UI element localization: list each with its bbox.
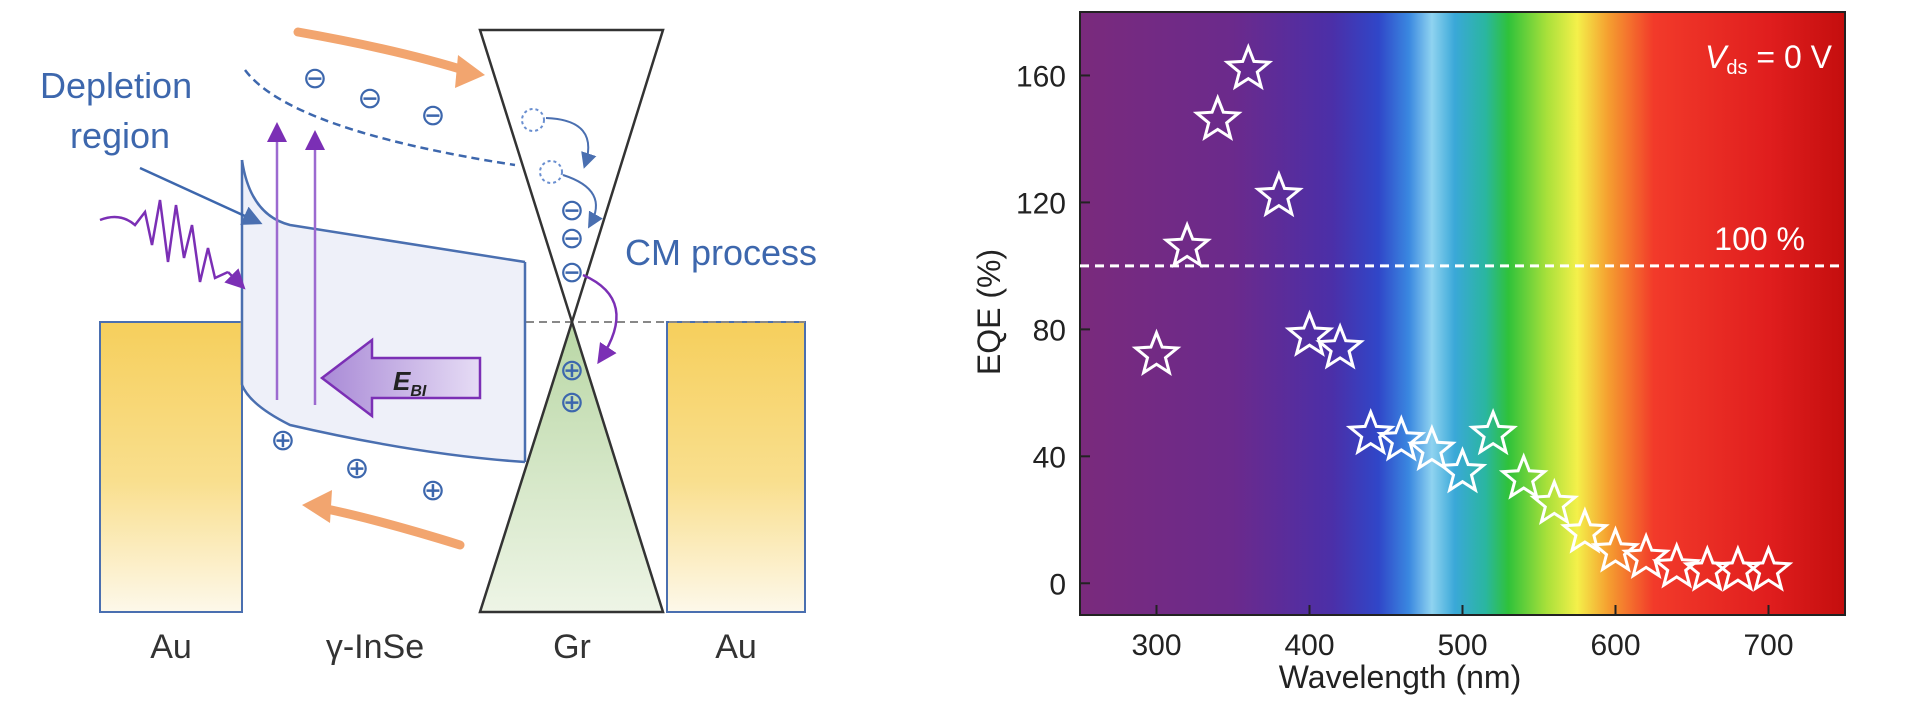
graphene-lower-cone — [478, 317, 665, 614]
depletion-label-line2: region — [70, 115, 170, 156]
cm-process-label: CM process — [625, 232, 817, 273]
electron-flow-arrow-head — [455, 55, 485, 88]
electron-flow-arrow — [293, 27, 475, 77]
electron-symbol-1: ⊖ — [302, 62, 327, 95]
hot-carrier-2 — [539, 160, 563, 184]
x-tick-label: 600 — [1590, 629, 1640, 662]
x-tick-label: 400 — [1284, 629, 1334, 662]
data-point-star — [1560, 506, 1610, 554]
relaxation-arrow-2 — [562, 174, 603, 229]
data-point-star — [1345, 407, 1396, 456]
data-point-star — [1131, 328, 1182, 376]
electron-symbol-graphene-1: ⊖ — [559, 194, 584, 227]
hole-flow-arrow-head — [302, 490, 332, 523]
data-point-star — [1162, 220, 1212, 269]
hole-symbol-3: ⊕ — [420, 474, 445, 507]
electron-symbol-2: ⊖ — [357, 82, 382, 115]
data-point-star — [1529, 477, 1580, 526]
data-point-star — [1651, 541, 1702, 589]
hole-symbol-graphene-2: ⊕ — [559, 386, 584, 419]
plot-area-background — [1079, 11, 1846, 616]
data-point-star — [1498, 452, 1549, 500]
data-point-star — [1468, 407, 1518, 456]
photon-wave — [99, 199, 229, 283]
y-tick-label: 40 — [1033, 441, 1066, 474]
electron-symbol-graphene-3: ⊖ — [559, 256, 584, 289]
condition-annotation: Vds = 0 V — [1705, 39, 1833, 79]
data-point-star — [1590, 525, 1641, 573]
hole-symbol-graphene-1: ⊕ — [559, 354, 584, 387]
data-point-star — [1223, 42, 1274, 91]
field-label: EBI — [393, 366, 427, 400]
relaxation-arrow-1 — [545, 117, 597, 169]
cm-process-arrow — [582, 273, 618, 365]
x-tick-label: 300 — [1131, 629, 1181, 662]
x-axis-label: Wavelength (nm) — [1279, 659, 1521, 695]
hot-carrier-1 — [521, 108, 545, 132]
x-tick-label: 700 — [1743, 629, 1793, 662]
reference-line-label: 100 % — [1714, 221, 1805, 257]
y-tick-label: 80 — [1033, 314, 1066, 347]
label-au-right: Au — [715, 628, 757, 666]
data-point-star — [1192, 93, 1243, 142]
x-tick-label: 500 — [1437, 629, 1487, 662]
electron-symbol-graphene-2: ⊖ — [559, 222, 584, 255]
data-point-star — [1621, 531, 1671, 580]
data-point-star — [1254, 169, 1304, 218]
photon-wave-tip — [224, 268, 246, 290]
hole-symbol-1: ⊕ — [270, 424, 295, 457]
depletion-dashed-curve — [244, 69, 516, 167]
conduction-band-edge — [240, 159, 526, 264]
data-point-star — [1743, 544, 1794, 592]
au-electrode-left — [99, 321, 243, 613]
hole-symbol-2: ⊕ — [344, 452, 369, 485]
label-graphene: Gr — [553, 628, 591, 666]
band-diagram: ⊖ ⊖ ⊖ ⊖ ⊖ ⊖ ⊕ ⊕ ⊕ ⊕ ⊕ Depletion region C… — [40, 27, 817, 666]
au-electrode-right — [666, 321, 806, 613]
valence-band-edge — [240, 384, 526, 464]
y-axis-label: EQE (%) — [971, 249, 1007, 375]
graphene-upper-cone — [478, 28, 665, 327]
y-tick-label: 160 — [1016, 60, 1066, 93]
data-point-star — [1284, 309, 1335, 357]
hole-flow-arrow — [317, 503, 465, 550]
data-point-star — [1315, 322, 1365, 370]
y-tick-label: 0 — [1049, 568, 1066, 601]
data-point-star — [1437, 446, 1488, 494]
built-in-field-arrow — [319, 337, 482, 419]
data-point-star — [1407, 423, 1457, 472]
depletion-label-line1: Depletion — [40, 65, 192, 106]
label-inse: γ-InSe — [326, 628, 424, 666]
y-tick-label: 120 — [1016, 187, 1066, 220]
depletion-pointer — [139, 166, 263, 225]
data-point-star — [1376, 414, 1427, 462]
label-au-left: Au — [150, 628, 192, 666]
electron-symbol-3: ⊖ — [420, 99, 445, 132]
